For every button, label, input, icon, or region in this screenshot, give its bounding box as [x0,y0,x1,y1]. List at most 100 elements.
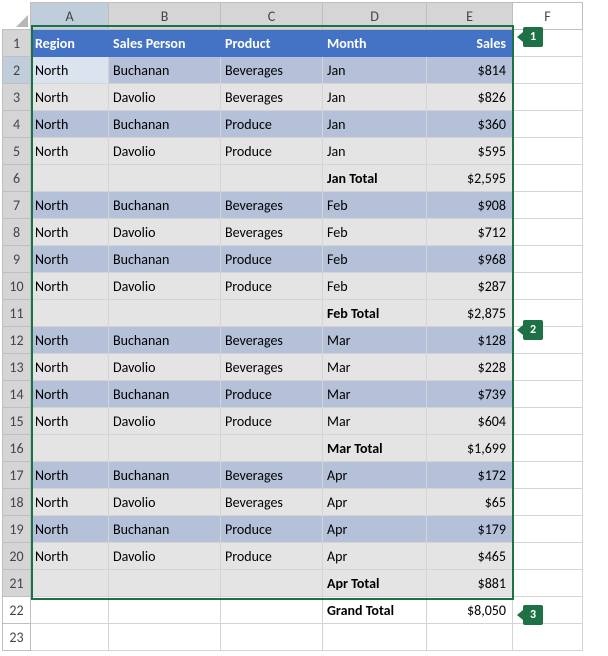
row-header-5[interactable]: 5 [3,138,31,165]
cell-A9[interactable]: North [31,246,109,273]
cell-B17[interactable]: Buchanan [109,462,221,489]
cell-D16[interactable]: Mar Total [323,435,427,462]
cell-E13[interactable]: $228 [427,354,513,381]
cell-D2[interactable]: Jan [323,57,427,84]
cell-E11[interactable]: $2,875 [427,300,513,327]
cell-E7[interactable]: $908 [427,192,513,219]
col-header-A[interactable]: A [31,3,109,30]
row-header-7[interactable]: 7 [3,192,31,219]
cell-C22[interactable] [221,597,323,624]
cell-E23[interactable] [427,624,513,651]
cell-F21[interactable] [513,570,583,597]
cell-B13[interactable]: Davolio [109,354,221,381]
cell-B10[interactable]: Davolio [109,273,221,300]
cell-F20[interactable] [513,543,583,570]
cell-C10[interactable]: Produce [221,273,323,300]
cell-B22[interactable] [109,597,221,624]
cell-E18[interactable]: $65 [427,489,513,516]
row-header-2[interactable]: 2 [3,57,31,84]
cell-E12[interactable]: $128 [427,327,513,354]
row-header-11[interactable]: 11 [3,300,31,327]
cell-B6[interactable] [109,165,221,192]
row-header-16[interactable]: 16 [3,435,31,462]
cell-C21[interactable] [221,570,323,597]
cell-F6[interactable] [513,165,583,192]
cell-E5[interactable]: $595 [427,138,513,165]
row-header-20[interactable]: 20 [3,543,31,570]
cell-E15[interactable]: $604 [427,408,513,435]
cell-C4[interactable]: Produce [221,111,323,138]
cell-B16[interactable] [109,435,221,462]
cell-D23[interactable] [323,624,427,651]
cell-F13[interactable] [513,354,583,381]
cell-B4[interactable]: Buchanan [109,111,221,138]
cell-A2[interactable]: North [31,57,109,84]
cell-B18[interactable]: Davolio [109,489,221,516]
cell-A6[interactable] [31,165,109,192]
cell-D4[interactable]: Jan [323,111,427,138]
row-header-15[interactable]: 15 [3,408,31,435]
cell-F16[interactable] [513,435,583,462]
cell-D8[interactable]: Feb [323,219,427,246]
cell-C23[interactable] [221,624,323,651]
cell-A17[interactable]: North [31,462,109,489]
cell-E3[interactable]: $826 [427,84,513,111]
header-product[interactable]: Product [221,30,323,57]
col-header-F[interactable]: F [513,3,583,30]
row-header-6[interactable]: 6 [3,165,31,192]
cell-B11[interactable] [109,300,221,327]
row-header-17[interactable]: 17 [3,462,31,489]
cell-E2[interactable]: $814 [427,57,513,84]
cell-D6[interactable]: Jan Total [323,165,427,192]
cell-C14[interactable]: Produce [221,381,323,408]
header-month[interactable]: Month [323,30,427,57]
header-sales[interactable]: Sales [427,30,513,57]
cell-E4[interactable]: $360 [427,111,513,138]
col-header-B[interactable]: B [109,3,221,30]
cell-A19[interactable]: North [31,516,109,543]
cell-D13[interactable]: Mar [323,354,427,381]
col-header-C[interactable]: C [221,3,323,30]
row-header-3[interactable]: 3 [3,84,31,111]
cell-A22[interactable] [31,597,109,624]
cell-F9[interactable] [513,246,583,273]
cell-A3[interactable]: North [31,84,109,111]
cell-B8[interactable]: Davolio [109,219,221,246]
cell-C9[interactable]: Produce [221,246,323,273]
cell-B19[interactable]: Buchanan [109,516,221,543]
cell-A4[interactable]: North [31,111,109,138]
cell-B7[interactable]: Buchanan [109,192,221,219]
cell-E10[interactable]: $287 [427,273,513,300]
cell-C2[interactable]: Beverages [221,57,323,84]
col-header-E[interactable]: E [427,3,513,30]
cell-C13[interactable]: Beverages [221,354,323,381]
cell-E6[interactable]: $2,595 [427,165,513,192]
row-header-18[interactable]: 18 [3,489,31,516]
cell-D14[interactable]: Mar [323,381,427,408]
cell-B20[interactable]: Davolio [109,543,221,570]
row-header-8[interactable]: 8 [3,219,31,246]
cell-D3[interactable]: Jan [323,84,427,111]
header-sales-person[interactable]: Sales Person [109,30,221,57]
cell-A18[interactable]: North [31,489,109,516]
cell-B23[interactable] [109,624,221,651]
cell-F5[interactable] [513,138,583,165]
cell-B12[interactable]: Buchanan [109,327,221,354]
cell-F4[interactable] [513,111,583,138]
cell-F2[interactable] [513,57,583,84]
cell-D7[interactable]: Feb [323,192,427,219]
cell-A15[interactable]: North [31,408,109,435]
cell-D11[interactable]: Feb Total [323,300,427,327]
cell-D15[interactable]: Mar [323,408,427,435]
col-header-D[interactable]: D [323,3,427,30]
row-header-22[interactable]: 22 [3,597,31,624]
cell-A7[interactable]: North [31,192,109,219]
cell-B15[interactable]: Davolio [109,408,221,435]
cell-E21[interactable]: $881 [427,570,513,597]
row-header-12[interactable]: 12 [3,327,31,354]
cell-E20[interactable]: $465 [427,543,513,570]
cell-A13[interactable]: North [31,354,109,381]
cell-E9[interactable]: $968 [427,246,513,273]
cell-F8[interactable] [513,219,583,246]
cell-F19[interactable] [513,516,583,543]
